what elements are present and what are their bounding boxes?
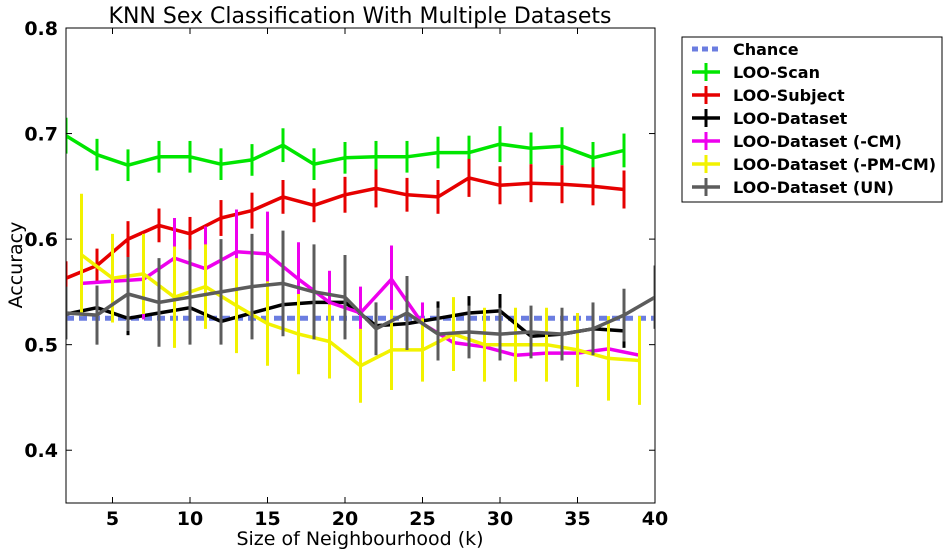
legend-label: LOO-Subject — [733, 86, 845, 105]
y-axis-title: Accuracy — [5, 222, 27, 309]
series-line — [66, 134, 625, 167]
y-tick-label: 0.4 — [24, 440, 58, 462]
legend-item-chance: Chance — [692, 40, 799, 59]
legend-item-3: LOO-Dataset (-CM) — [692, 132, 902, 151]
legend-frame — [681, 36, 943, 203]
series-line — [66, 176, 625, 280]
legend-label: LOO-Dataset — [733, 109, 848, 128]
legend: Chance LOO-Scan LOO-Subject LOO-Dataset LOO-… — [681, 36, 943, 203]
x-tick-label: 30 — [487, 508, 513, 530]
y-tick-label: 0.5 — [24, 335, 58, 357]
x-tick-label: 40 — [642, 508, 668, 530]
legend-label: Chance — [733, 40, 799, 59]
plot-area — [66, 117, 655, 405]
series-4 — [80, 193, 641, 405]
y-tick-label: 0.8 — [24, 18, 58, 40]
series-0 — [66, 117, 626, 182]
legend-label: LOO-Scan — [733, 63, 820, 82]
x-tick-label: 25 — [409, 508, 435, 530]
series-5 — [66, 230, 655, 361]
x-tick-label: 5 — [106, 508, 119, 530]
series-line — [80, 253, 640, 368]
y-tick-label: 0.7 — [24, 124, 58, 146]
chart-title: KNN Sex Classification With Multiple Dat… — [109, 4, 612, 29]
legend-item-0: LOO-Scan — [692, 63, 820, 82]
plot-frame — [65, 27, 656, 504]
legend-label: LOO-Dataset (-PM-CM) — [733, 155, 936, 174]
y-tick-label: 0.6 — [24, 229, 58, 251]
series-1 — [66, 158, 626, 296]
legend-label: LOO-Dataset (-CM) — [733, 132, 902, 151]
plot-series — [66, 117, 655, 405]
x-tick-label: 15 — [254, 508, 280, 530]
legend-item-4: LOO-Dataset (-PM-CM) — [692, 155, 936, 174]
series-line — [66, 281, 655, 336]
x-tick-label: 20 — [332, 508, 358, 530]
legend-item-5: LOO-Dataset (UN) — [692, 178, 894, 197]
legend-item-2: LOO-Dataset — [692, 109, 848, 128]
axis-ticks: 5 10 15 20 25 30 35 40 0.4 0.5 0.6 0.7 0.8 — [24, 18, 668, 530]
x-axis-title: Size of Neighbourhood (k) — [236, 528, 483, 550]
legend-item-1: LOO-Subject — [692, 86, 845, 105]
legend-label: LOO-Dataset (UN) — [733, 178, 894, 197]
x-tick-label: 10 — [177, 508, 203, 530]
x-tick-label: 35 — [564, 508, 590, 530]
